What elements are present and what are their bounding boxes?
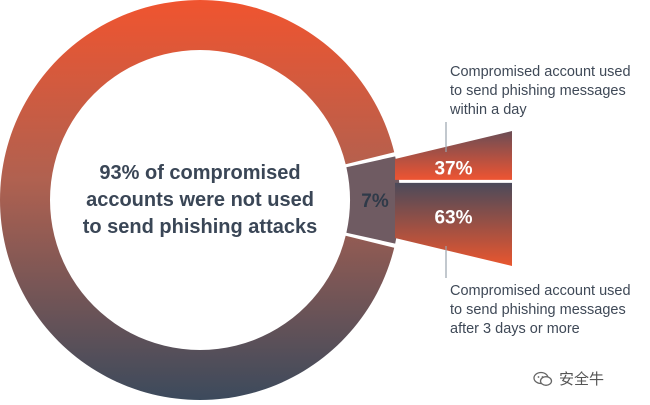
breakdown-segment-37: [395, 131, 512, 180]
slice-used-7: [346, 156, 400, 244]
label-63-percent: 63%: [434, 207, 472, 228]
note-after-3-days: Compromised account used to send phishin…: [450, 282, 631, 339]
note-top-line-2: to send phishing messages: [450, 83, 626, 99]
wechat-icon: [533, 371, 553, 386]
watermark-text: 安全牛: [559, 370, 605, 388]
note-bottom-line-2: to send phishing messages: [450, 302, 626, 318]
breakdown-segment-63: [395, 182, 512, 266]
center-label-line-3: to send phishing attacks: [82, 216, 318, 238]
breakdown-bar: [395, 131, 512, 266]
note-bottom-line-3: after 3 days or more: [450, 321, 580, 337]
note-within-a-day: Compromised account used to send phishin…: [450, 63, 631, 120]
note-bottom-line-1: Compromised account used: [450, 283, 631, 299]
center-label-line-1: 93% of compromised: [99, 162, 301, 184]
label-37-percent: 37%: [434, 158, 472, 179]
note-top-line-1: Compromised account used: [450, 64, 631, 80]
donut-ring: [0, 0, 400, 400]
label-7-percent: 7%: [361, 191, 389, 212]
center-label: 93% of compromised accounts were not use…: [58, 160, 342, 241]
center-label-line-2: accounts were not used: [86, 189, 314, 211]
note-top-line-3: within a day: [450, 102, 527, 118]
watermark: 安全牛: [533, 368, 604, 389]
